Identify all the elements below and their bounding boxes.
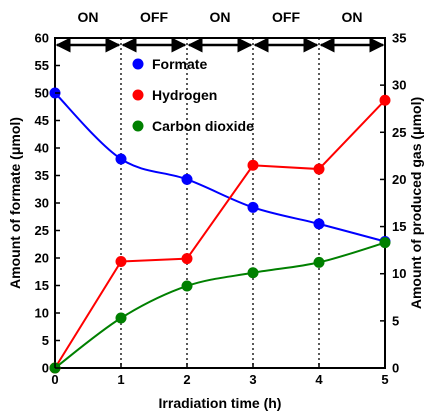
data-point-formate <box>181 173 193 185</box>
data-point-carbon-dioxide <box>181 280 193 292</box>
y-left-tick-label: 30 <box>35 196 49 211</box>
phase-label: ON <box>78 9 99 25</box>
y-right-tick-label: 0 <box>392 361 399 376</box>
y-left-tick-label: 15 <box>35 278 49 293</box>
legend-marker <box>132 58 144 70</box>
data-point-carbon-dioxide <box>379 237 391 249</box>
y-right-tick-label: 35 <box>392 31 406 46</box>
data-point-hydrogen <box>115 255 127 267</box>
plot-frame <box>54 37 386 369</box>
legend-marker <box>132 89 144 101</box>
y-left-tick-label: 60 <box>35 31 49 46</box>
x-tick-label: 0 <box>51 372 58 387</box>
y-left-tick-label: 5 <box>42 333 49 348</box>
x-axis-title: Irradiation time (h) <box>159 395 282 411</box>
legend-label: Hydrogen <box>152 87 217 103</box>
y-left-tick-label: 20 <box>35 251 49 266</box>
x-tick-label: 4 <box>315 372 323 387</box>
legend-label: Carbon dioxide <box>152 118 254 134</box>
y-left-tick-label: 55 <box>35 58 49 73</box>
series-formate <box>49 87 391 247</box>
data-point-hydrogen <box>313 163 325 175</box>
y-right-tick-label: 30 <box>392 78 406 93</box>
data-point-carbon-dioxide <box>115 312 127 324</box>
legend-marker <box>132 120 144 132</box>
data-point-hydrogen <box>181 253 193 265</box>
x-tick-label: 5 <box>381 372 388 387</box>
phase-label: OFF <box>272 9 300 25</box>
y-left-tick-label: 10 <box>35 306 49 321</box>
data-point-carbon-dioxide <box>247 267 259 279</box>
x-tick-label: 2 <box>183 372 190 387</box>
y-axis-right-title: Amount of produced gas (μmol) <box>408 97 424 309</box>
series-carbon-dioxide <box>49 237 391 374</box>
y-left-tick-label: 45 <box>35 113 49 128</box>
phase-bar: ON OFF ON OFF ON <box>55 9 385 53</box>
phase-label: ON <box>210 9 231 25</box>
data-point-formate <box>115 153 127 165</box>
data-point-carbon-dioxide <box>313 256 325 268</box>
y-left-tick-label: 25 <box>35 223 49 238</box>
data-point-hydrogen <box>379 94 391 106</box>
y-left-tick-label: 35 <box>35 168 49 183</box>
x-tick-label: 1 <box>117 372 124 387</box>
series-line-hydrogen <box>54 99 386 369</box>
legend-label: Formate <box>152 56 207 72</box>
y-right-tick-label: 15 <box>392 219 406 234</box>
series-line-formate <box>54 92 386 243</box>
y-right-tick-label: 20 <box>392 172 406 187</box>
tick-layer: 0 1 2 3 4 50510152025303540455055600510152025… <box>35 31 407 388</box>
phase-label: ON <box>342 9 363 25</box>
data-point-formate <box>313 218 325 230</box>
data-point-hydrogen <box>247 159 259 171</box>
series-layer <box>49 87 391 374</box>
y-left-tick-label: 40 <box>35 141 49 156</box>
y-right-tick-label: 5 <box>392 313 399 328</box>
phase-label: OFF <box>140 9 168 25</box>
y-right-tick-label: 25 <box>392 125 406 140</box>
data-point-formate <box>247 201 259 213</box>
plot-area <box>54 37 386 369</box>
legend: Formate Hydrogen Carbon dioxide <box>132 56 254 134</box>
x-tick-label: 3 <box>249 372 256 387</box>
y-left-tick-label: 0 <box>42 361 49 376</box>
series-line-carbon-dioxide <box>54 241 386 369</box>
y-axis-left-title: Amount of formate (μmol) <box>7 117 23 289</box>
y-left-tick-label: 50 <box>35 86 49 101</box>
y-right-tick-label: 10 <box>392 266 406 281</box>
